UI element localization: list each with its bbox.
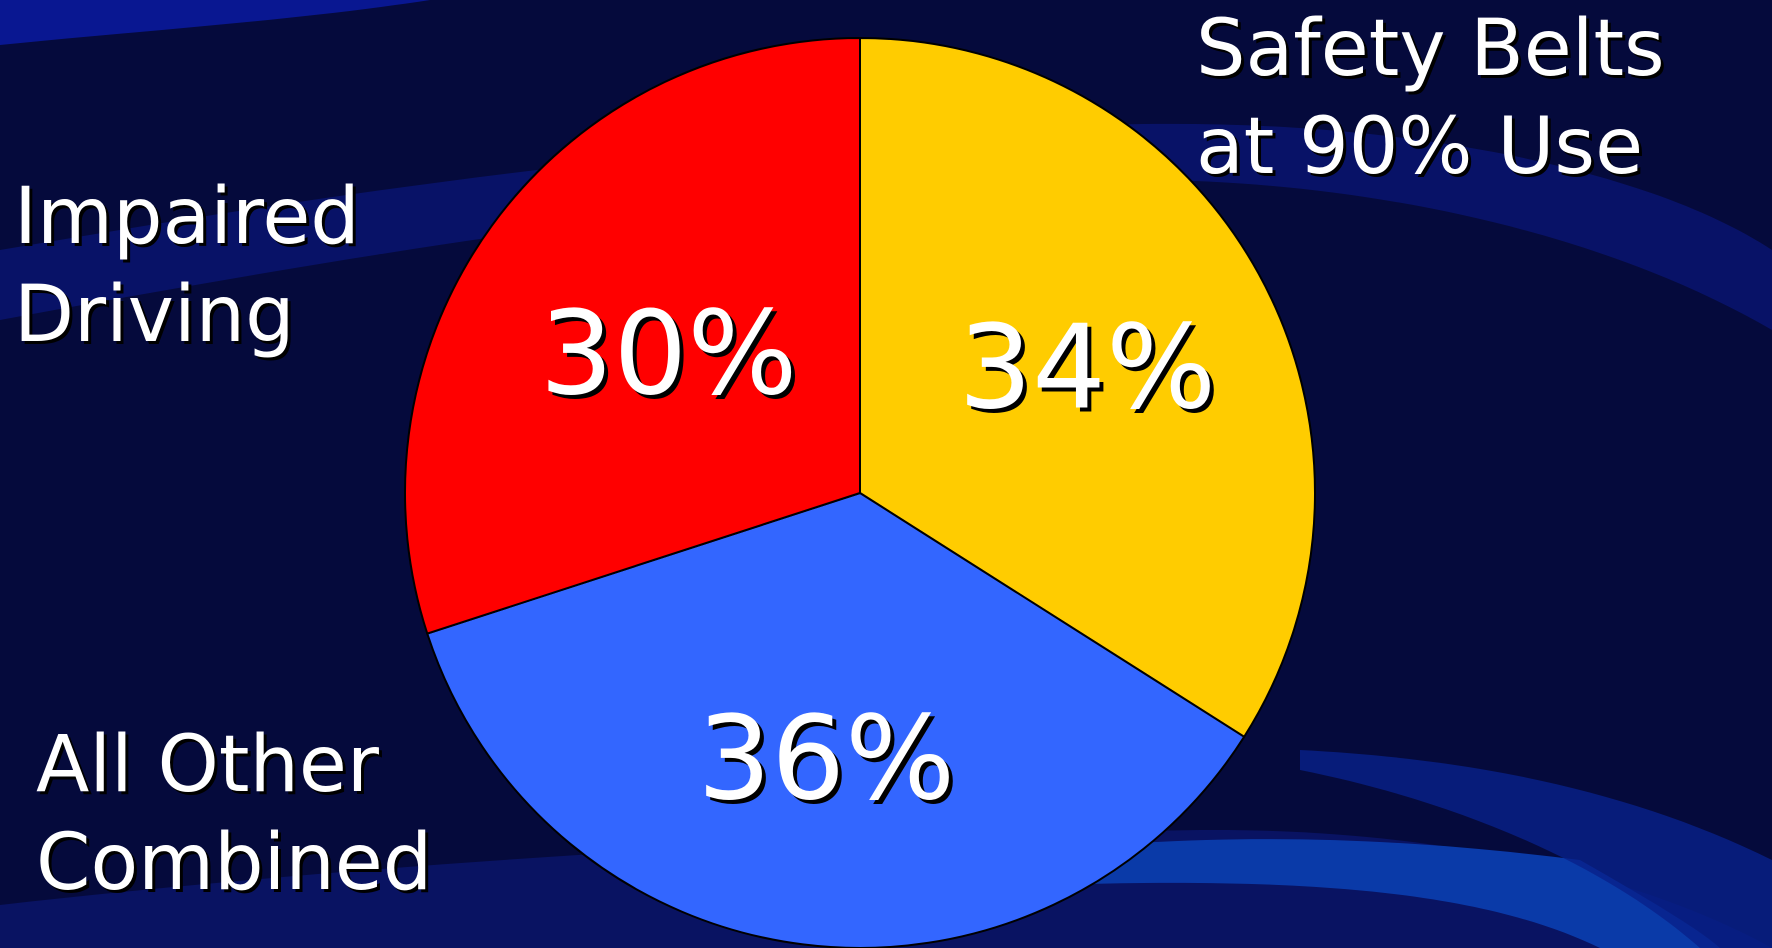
wave-upper — [0, 123, 1772, 330]
value-label-safety-belts: 34% — [958, 300, 1217, 436]
label-impaired-driving-line-2: Driving — [14, 270, 295, 360]
slice-impaired-driving — [404, 36, 861, 635]
slice-safety-belts — [859, 36, 1316, 739]
label-safety-belts-line-1: Safety Belts — [1196, 4, 1665, 94]
wave-right — [1300, 750, 1772, 948]
label-impaired-driving: Impaired Driving — [14, 168, 360, 364]
slice-all-other-combined — [426, 491, 1246, 948]
wave-highlight — [1050, 839, 1720, 948]
label-safety-belts-line-2: at 90% Use — [1196, 102, 1644, 192]
label-impaired-driving-line-1: Impaired — [14, 172, 360, 262]
label-all-other-line-2: Combined — [36, 818, 433, 908]
wave-top — [0, 0, 430, 45]
label-all-other-combined: All Other Combined — [36, 716, 432, 912]
value-label-all-other: 36% — [697, 691, 956, 827]
value-label-impaired-driving: 30% — [539, 286, 798, 422]
label-safety-belts: Safety Belts at 90% Use — [1196, 0, 1665, 196]
label-all-other-line-1: All Other — [36, 720, 379, 810]
